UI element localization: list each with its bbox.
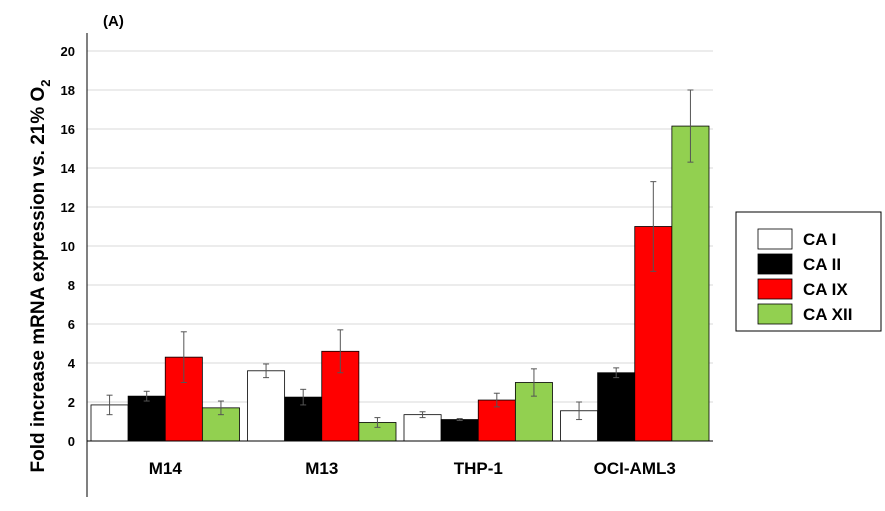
y-tick-label: 16: [61, 122, 75, 137]
legend-label: CA IX: [803, 280, 848, 299]
y-axis-label: Fold increase mRNA expression vs. 21% O2: [28, 79, 53, 472]
gridlines: [87, 50, 713, 403]
x-category-label: THP-1: [454, 459, 503, 478]
y-tick-label: 12: [61, 200, 75, 215]
bar-ca-xii-oci-aml3: [671, 125, 710, 442]
bar-ca-i-m13: [247, 370, 286, 442]
legend-swatch: [757, 228, 793, 250]
y-tick-label: 18: [61, 83, 75, 98]
y-tick-label: 2: [68, 395, 75, 410]
legend: CA I CA II CA IX CA XII: [735, 211, 882, 332]
bar-ca-ii-oci-aml3: [597, 372, 636, 442]
error-bars: [106, 89, 694, 428]
bar-ca-i-thp-1: [403, 414, 442, 442]
y-tick-label: 10: [61, 239, 75, 254]
y-tick-label: 20: [61, 44, 75, 59]
x-category-label: M13: [305, 459, 338, 478]
panel-label: (A): [103, 13, 124, 30]
legend-swatch: [757, 253, 793, 275]
legend-label: CA XII: [803, 305, 852, 324]
legend-label: CA II: [803, 255, 841, 274]
y-tick-label: 4: [68, 356, 76, 371]
legend-swatch: [757, 303, 793, 325]
x-category-label: OCI-AML3: [594, 459, 676, 478]
y-tick-labels: 0 2 4 6 8 10 12 14 16 18 20: [61, 44, 76, 449]
bar-ca-ii-thp-1: [440, 419, 479, 442]
x-category-labels: M14 M13 THP-1 OCI-AML3: [149, 459, 676, 478]
bars: [90, 125, 710, 442]
x-category-label: M14: [149, 459, 183, 478]
bar-ca-ii-m14: [127, 395, 166, 442]
y-tick-label: 6: [68, 317, 75, 332]
legend-label: CA I: [803, 230, 836, 249]
y-tick-label: 0: [68, 434, 75, 449]
y-tick-label: 14: [61, 161, 76, 176]
y-tick-label: 8: [68, 278, 75, 293]
legend-swatch: [757, 278, 793, 300]
